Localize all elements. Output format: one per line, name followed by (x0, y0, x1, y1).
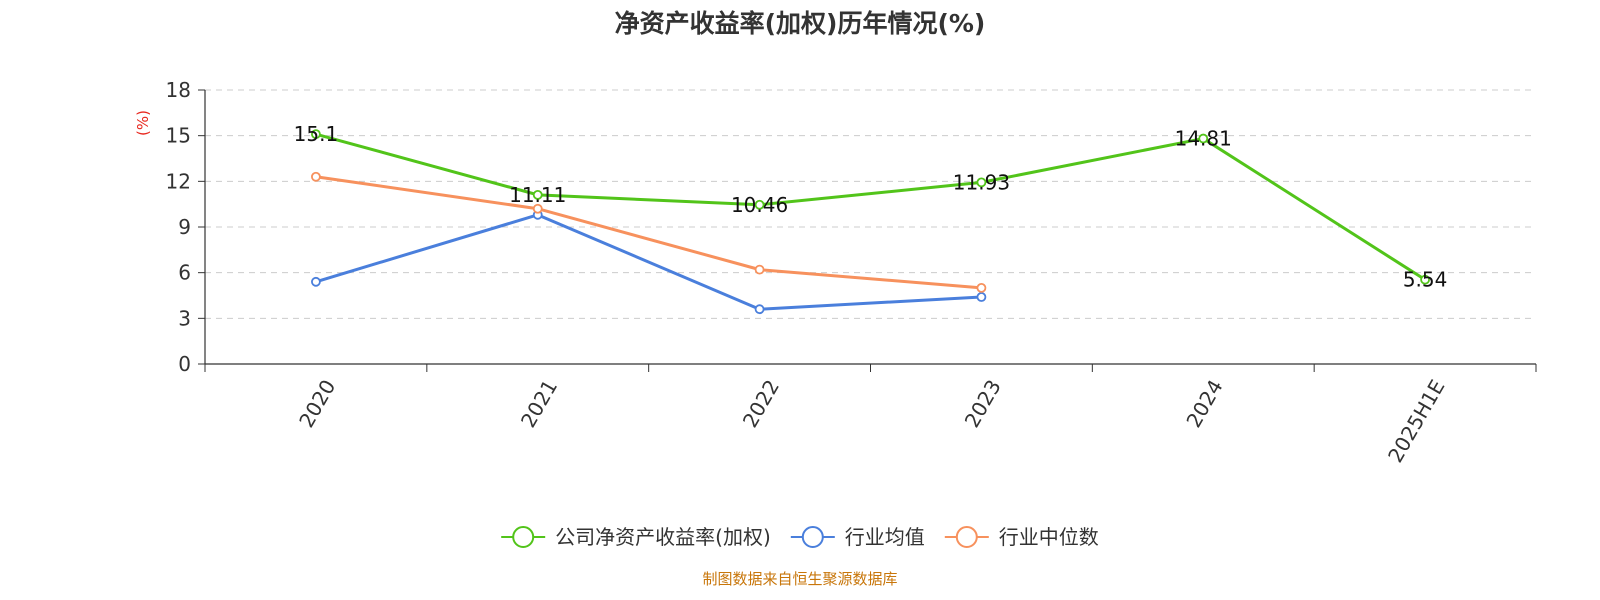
y-tick-label: 9 (178, 215, 191, 239)
x-tick-label: 2023 (960, 376, 1006, 432)
source-note: 制图数据来自恒生聚源数据库 (702, 570, 897, 588)
data-point[interactable] (311, 129, 321, 140)
legend-item[interactable]: 行业均值 (790, 525, 925, 549)
data-point[interactable] (311, 276, 321, 287)
data-point[interactable] (532, 189, 543, 200)
series-line (315, 213, 982, 311)
data-labels: 15.1 11.11 10.46 11.93 14.81 5.54 (294, 122, 1448, 292)
y-tick-label: 0 (178, 352, 191, 376)
y-tick-label: 12 (166, 169, 191, 193)
data-point[interactable] (754, 199, 765, 210)
chart-title: 净资产收益率(加权)历年情况(%) (615, 9, 986, 38)
legend-label: 行业均值 (845, 525, 925, 549)
y-tick-label: 18 (166, 78, 191, 102)
legend-circle-icon (512, 526, 535, 548)
data-label: 11.93 (953, 170, 1010, 194)
legend-item[interactable]: 行业中位数 (944, 525, 1099, 549)
series-lines (311, 129, 1430, 315)
y-axis-unit: (%) (134, 110, 152, 136)
data-point[interactable] (311, 171, 321, 182)
data-label: 5.54 (1403, 268, 1448, 292)
x-tick-label: 2021 (516, 376, 562, 432)
legend-circle-icon (801, 526, 824, 548)
grid-lines (205, 89, 1536, 319)
series-line (315, 175, 982, 290)
legend-circle-icon (955, 526, 978, 548)
legend-label: 公司净资产收益率(加权) (555, 525, 771, 549)
data-point[interactable] (976, 177, 987, 188)
series-line (315, 132, 1426, 281)
data-label: 14.81 (1175, 127, 1232, 151)
data-point[interactable] (1420, 274, 1430, 285)
data-label: 15.1 (294, 122, 339, 146)
x-tick-label: 2024 (1181, 376, 1227, 432)
data-label: 11.11 (509, 183, 566, 207)
data-point[interactable] (1198, 133, 1209, 144)
x-tick-label: 2020 (294, 376, 340, 432)
x-tick-label: 2022 (738, 376, 784, 432)
data-point[interactable] (754, 264, 765, 275)
data-point[interactable] (754, 304, 765, 315)
data-point[interactable] (532, 203, 543, 214)
data-point[interactable] (976, 282, 987, 293)
legend-item[interactable]: 公司净资产收益率(加权) (501, 525, 771, 549)
x-tick-label: 2025H1E (1383, 376, 1449, 467)
y-tick-label: 3 (178, 306, 191, 330)
y-tick-label: 6 (178, 261, 191, 285)
data-point[interactable] (976, 292, 987, 302)
data-label: 10.46 (731, 193, 788, 217)
y-tick-label: 15 (166, 124, 191, 148)
legend-label: 行业中位数 (999, 525, 1099, 549)
legend[interactable]: 公司净资产收益率(加权) 行业均值 行业中位数 (501, 525, 1099, 549)
